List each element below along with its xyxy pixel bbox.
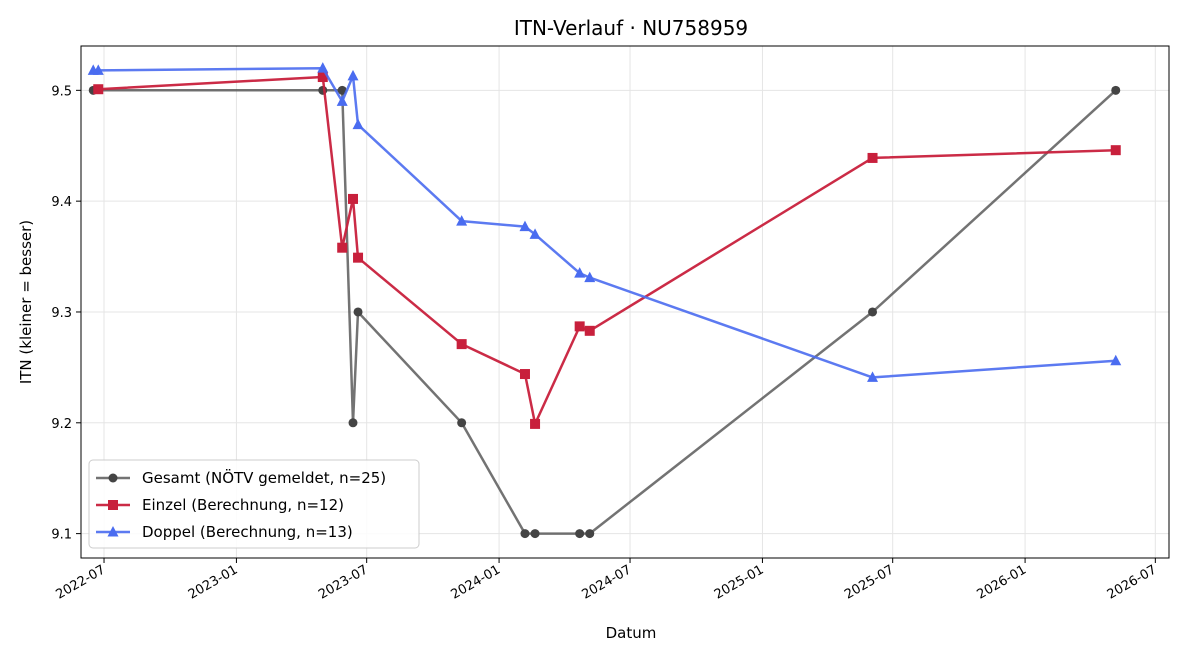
- y-tick-label: 9.1: [51, 528, 72, 543]
- data-point: [1110, 354, 1122, 366]
- legend-label: Doppel (Berechnung, n=13): [142, 523, 353, 541]
- data-point: [575, 529, 585, 539]
- data-point: [585, 529, 595, 539]
- data-point: [353, 307, 363, 317]
- legend: Gesamt (NÖTV gemeldet, n=25) Einzel (Bere…: [88, 459, 420, 549]
- data-point: [336, 95, 348, 106]
- data-point: [456, 215, 468, 226]
- y-tick-label: 9.2: [51, 417, 72, 432]
- x-tick-label: 2022-07: [53, 562, 108, 602]
- data-point: [348, 418, 358, 428]
- legend-entry: Gesamt (NÖTV gemeldet, n=25): [96, 468, 386, 487]
- data-point: [584, 325, 595, 336]
- series-3: [87, 62, 1122, 382]
- legend-label: Einzel (Berechnung, n=12): [142, 496, 344, 514]
- data-point: [1110, 145, 1121, 156]
- x-tick-label: 2025-01: [712, 562, 767, 602]
- legend-marker: [108, 500, 118, 510]
- legend-marker: [107, 526, 119, 537]
- series-1: [88, 85, 1121, 539]
- y-tick-label: 9.4: [51, 195, 72, 210]
- x-tick-label: 2025-07: [842, 562, 897, 602]
- data-point: [519, 220, 531, 232]
- data-point: [457, 418, 467, 428]
- data-point: [93, 84, 104, 95]
- data-point: [348, 193, 358, 204]
- series-line: [93, 66, 1116, 379]
- legend-marker: [108, 473, 118, 483]
- chart-title: ITN-Verlauf · NU758959: [514, 16, 748, 40]
- data-point: [456, 339, 467, 350]
- data-point: [353, 252, 364, 263]
- legend-box: [88, 459, 420, 549]
- data-point: [317, 62, 329, 73]
- legend-entry: Einzel (Berechnung, n=12): [96, 496, 344, 514]
- series-layer: [87, 62, 1122, 539]
- series-2: [93, 72, 1121, 429]
- x-tick-label: 2026-07: [1105, 562, 1160, 602]
- y-axis: 9.1 9.2 9.3 9.4 9.5: [51, 84, 81, 543]
- data-point: [352, 118, 364, 130]
- data-point: [584, 271, 596, 283]
- legend-label: Gesamt (NÖTV gemeldet, n=25): [142, 468, 386, 487]
- data-point: [519, 369, 530, 380]
- x-axis-label: Datum: [606, 624, 657, 642]
- x-tick-label: 2026-01: [975, 562, 1030, 602]
- plot-area: [80, 45, 1170, 559]
- data-point: [529, 228, 541, 239]
- series-line: [98, 75, 1116, 426]
- legend-entry: Doppel (Berechnung, n=13): [96, 523, 353, 541]
- data-point: [337, 85, 347, 95]
- y-axis-label: ITN (kleiner = besser): [17, 220, 35, 384]
- x-axis: 2022-07 2023-01 2023-07 2024-01 2024-07 2025-…: [53, 558, 1159, 603]
- x-tick-label: 2024-01: [449, 562, 504, 602]
- data-point: [574, 321, 585, 332]
- y-tick-label: 9.3: [51, 306, 72, 321]
- x-tick-label: 2024-07: [579, 562, 634, 602]
- data-point: [574, 267, 586, 278]
- x-tick-label: 2023-07: [316, 562, 371, 602]
- data-point: [867, 152, 878, 163]
- data-point: [337, 242, 348, 253]
- grid-layer: [81, 46, 1169, 558]
- data-point: [520, 529, 530, 539]
- data-point: [530, 529, 540, 539]
- data-point: [867, 371, 879, 382]
- data-point: [530, 418, 541, 429]
- data-point: [317, 72, 328, 83]
- x-tick-label: 2023-01: [186, 562, 241, 602]
- y-tick-label: 9.5: [51, 84, 72, 99]
- data-point: [868, 307, 878, 317]
- data-point: [92, 64, 104, 75]
- data-point: [1111, 85, 1121, 95]
- data-point: [347, 69, 359, 81]
